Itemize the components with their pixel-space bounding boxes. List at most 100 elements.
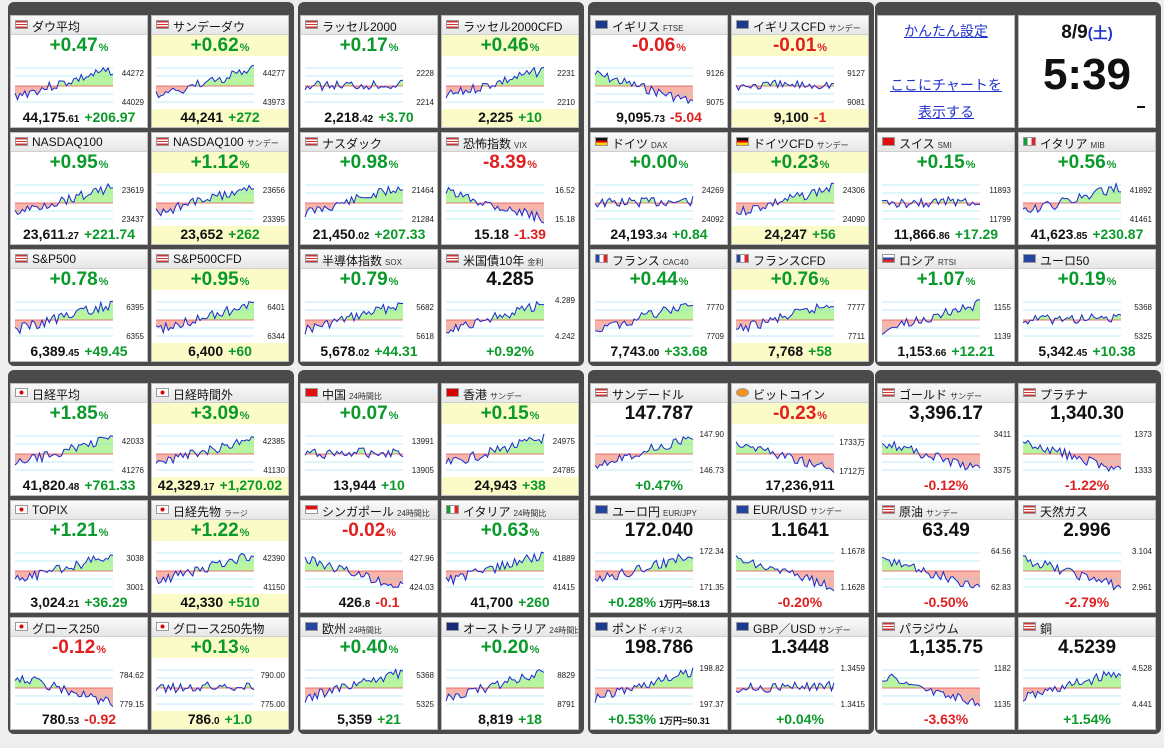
quote-tile[interactable]: イタリア MIB +0.56% 41892 41461 41,623.85 +230… (1018, 132, 1156, 245)
quote-tile[interactable]: S&P500CFD +0.95% 6401 6344 6,400 +60 (151, 249, 289, 362)
quote-tile[interactable]: ビットコイン -0.23% 1733万 1712万 17,236,911 (731, 383, 869, 496)
quote-tile[interactable]: NASDAQ100 +0.95% 23619 23437 23,611.27 +2… (10, 132, 148, 245)
tile-bottom-row: 21,450.02 +207.33 (301, 226, 437, 244)
tile-axis-low: 3001 (126, 583, 144, 592)
chart-link-line2[interactable]: 表示する (918, 104, 974, 120)
quote-tile[interactable]: 原油 サンデー 63.49 64.56 62.83 -0.50% (877, 500, 1015, 613)
tile-chart (304, 184, 404, 220)
quote-tile[interactable]: NASDAQ100 サンデー +1.12% 23656 23395 23,652 +… (151, 132, 289, 245)
quote-tile[interactable]: GBP／USD サンデー 1.3448 1.3459 1.3415 +0.04% (731, 617, 869, 730)
quote-tile[interactable]: イタリア 24時間比 +0.63% 41889 41415 41,700 +260 (441, 500, 579, 613)
quote-tile[interactable]: ドイツ DAX +0.00% 24269 24092 24,193.34 +0.84 (590, 132, 728, 245)
quote-tile[interactable]: ポンド イギリス 198.786 198.82 197.37 +0.53% 1万円=… (590, 617, 728, 730)
quote-tile[interactable]: ダウ平均 +0.47% 44272 44029 44,175.61 +206.97 (10, 15, 148, 128)
quote-tile[interactable]: ドイツCFD サンデー +0.23% 24306 24090 24,247 +56 (731, 132, 869, 245)
tile-name: スイス SMI (899, 137, 952, 151)
chart-area-up (305, 556, 403, 571)
tile-change: -1.39 (514, 226, 546, 242)
tile-subname: イギリス (651, 626, 684, 635)
tile-name: 日経平均 (32, 388, 81, 402)
simple-setting-link[interactable]: かんたん設定 (904, 23, 988, 39)
quote-tile[interactable]: 天然ガス 2.996 3.104 2.961 -2.79% (1018, 500, 1156, 613)
quote-tile[interactable]: シンガポール 24時間比 -0.02% 427.96 424.03 426.8 -0… (300, 500, 438, 613)
quote-tile[interactable]: フランス CAC40 +0.44% 7770 7709 7,743.00 +33.6… (590, 249, 728, 362)
tile-axis-low: 2210 (557, 98, 575, 107)
quote-tile[interactable]: ラッセル2000 +0.17% 2228 2214 2,218.42 +3.70 (300, 15, 438, 128)
tile-name: イタリア MIB (1040, 137, 1105, 151)
quote-tile[interactable]: パラジウム 1,135.75 1182 1135 -3.63% (877, 617, 1015, 730)
tile-change: +18 (518, 711, 542, 727)
tile-change: +207.33 (374, 226, 426, 242)
quote-tile[interactable]: フランスCFD +0.76% 7777 7711 7,768 +58 (731, 249, 869, 362)
quote-tile[interactable]: プラチナ 1,340.30 1373 1333 -1.22% (1018, 383, 1156, 496)
tile-axis-low: 7709 (706, 332, 724, 341)
quote-tile[interactable]: S&P500 +0.78% 6395 6355 6,389.45 +49.45 (10, 249, 148, 362)
clock-date: 8/9 (1061, 22, 1088, 43)
tile-pct-unit: % (817, 42, 828, 54)
tile-main-value: +1.21% (11, 520, 147, 541)
quote-tile[interactable]: サンデードル 147.787 147.90 146.73 +0.47% (590, 383, 728, 496)
quote-tile[interactable]: EUR/USD サンデー 1.1641 1.1678 1.1628 -0.20% (731, 500, 869, 613)
quote-tile[interactable]: 半導体指数 SOX +0.79% 5682 5618 5,678.02 +44.31 (300, 249, 438, 362)
us-flag-icon (305, 137, 318, 146)
tile-axis-high: 16.52 (554, 186, 575, 195)
chart-price-line (14, 300, 114, 335)
tile-price: 23,652 (180, 226, 224, 242)
quote-tile[interactable]: ナスダック +0.98% 21464 21284 21,450.02 +207.3… (300, 132, 438, 245)
tile-header: TOPIX (11, 501, 147, 520)
quote-tile[interactable]: ユーロ円 EUR/JPY 172.040 172.34 171.35 +0.28%… (590, 500, 728, 613)
quote-tile[interactable]: TOPIX +1.21% 3038 3001 3,024.21 +36.29 (10, 500, 148, 613)
tile-axis-high: 3411 (993, 430, 1011, 439)
tile-header: スイス SMI (878, 133, 1014, 152)
chart-price-line (14, 554, 114, 582)
chart-area-up (1023, 183, 1121, 203)
tile-price: 5,678 (320, 343, 356, 359)
tile-bottom-row: 7,768 +58 (732, 343, 868, 361)
tile-change: +58 (808, 343, 832, 359)
quote-tile[interactable]: イギリスCFD サンデー -0.01% 9127 9081 9,100 -1 (731, 15, 869, 128)
tile-axis-high: 198.82 (699, 664, 724, 673)
quote-tile[interactable]: ゴールド サンデー 3,396.17 3411 3375 -0.12% (877, 383, 1015, 496)
quote-tile[interactable]: 香港 サンデー +0.15% 24975 24785 24,943 +38 (441, 383, 579, 496)
quote-tile[interactable]: 日経時間外 +3.09% 42385 41130 42,329.17 +1,270… (151, 383, 289, 496)
quote-tile[interactable]: 米国債10年 金利 4.285 4.289 4.242 +0.92% (441, 249, 579, 362)
tile-price: 41,820 (22, 477, 66, 493)
tile-axis-low: 2.961 (1131, 583, 1152, 592)
quote-tile[interactable]: 中国 24時間比 +0.07% 13991 13905 13,944 +10 (300, 383, 438, 496)
tile-header: S&P500CFD (152, 250, 288, 269)
tile-pct-value: +0.17 (339, 35, 388, 56)
tile-subname: FTSE (663, 24, 684, 33)
tile-chart (1022, 552, 1122, 591)
chart-link-line1[interactable]: ここにチャートを (890, 77, 1002, 93)
quote-tile[interactable]: サンデーダウ +0.62% 44277 43973 44,241 +272 (151, 15, 289, 128)
tile-axis-high: 3.104 (1131, 547, 1152, 556)
quote-tile[interactable]: イギリス FTSE -0.06% 9126 9075 9,095.73 -5.04 (590, 15, 728, 128)
quote-tile[interactable]: 恐怖指数 VIX -8.39% 16.52 15.18 15.18 -1.39 (441, 132, 579, 245)
tile-pct-value: +0.95 (49, 152, 98, 173)
quote-tile[interactable]: 日経先物 ラージ +1.22% 42390 41150 42,330 +510 (151, 500, 289, 613)
quote-tile[interactable]: ユーロ50 +0.19% 5368 5325 5,342.45 +10.38 (1018, 249, 1156, 362)
tile-subname: サンデー (828, 24, 861, 33)
tile-name: フランス CAC40 (612, 254, 689, 268)
quote-tile[interactable]: グロース250先物 +0.13% 790.00 775.00 786.0 +1.0 (151, 617, 289, 730)
tile-change: +0.04% (776, 711, 824, 727)
tile-axis-low: 41415 (552, 583, 575, 592)
tile-change: +36.29 (84, 594, 128, 610)
chart-price-line (304, 185, 404, 218)
chart-area-up (882, 441, 980, 454)
quote-tile[interactable]: ロシア RTSI +1.07% 1155 1139 1,153.66 +12.21 (877, 249, 1015, 362)
quote-tile[interactable]: スイス SMI +0.15% 11893 11799 11,866.86 +17.2… (877, 132, 1015, 245)
tile-axis-high: 44277 (262, 69, 285, 78)
tile-price: 44,241 (180, 109, 224, 125)
tile-price-value: 1.1641 (770, 520, 830, 541)
quote-tile[interactable]: 欧州 24時間比 +0.40% 5368 5325 5,359 +21 (300, 617, 438, 730)
quote-tile[interactable]: 日経平均 +1.85% 42033 41276 41,820.48 +761.33 (10, 383, 148, 496)
quote-tile[interactable]: グロース250 -0.12% 784.62 779.15 780.53 -0.92 (10, 617, 148, 730)
quote-tile[interactable]: オーストラリア24時間比 +0.20% 8829 8791 8,819+18 (441, 617, 579, 730)
tile-price: 42,330 (180, 594, 224, 610)
us-flag-icon (1023, 622, 1036, 631)
tile-axis-low: 1712万 (839, 467, 865, 476)
quote-tile[interactable]: 銅 4.5239 4.528 4.441 +1.54% (1018, 617, 1156, 730)
chart-area-up (156, 65, 254, 86)
quote-tile[interactable]: ラッセル2000CFD +0.46% 2231 2210 2,225 +10 (441, 15, 579, 128)
